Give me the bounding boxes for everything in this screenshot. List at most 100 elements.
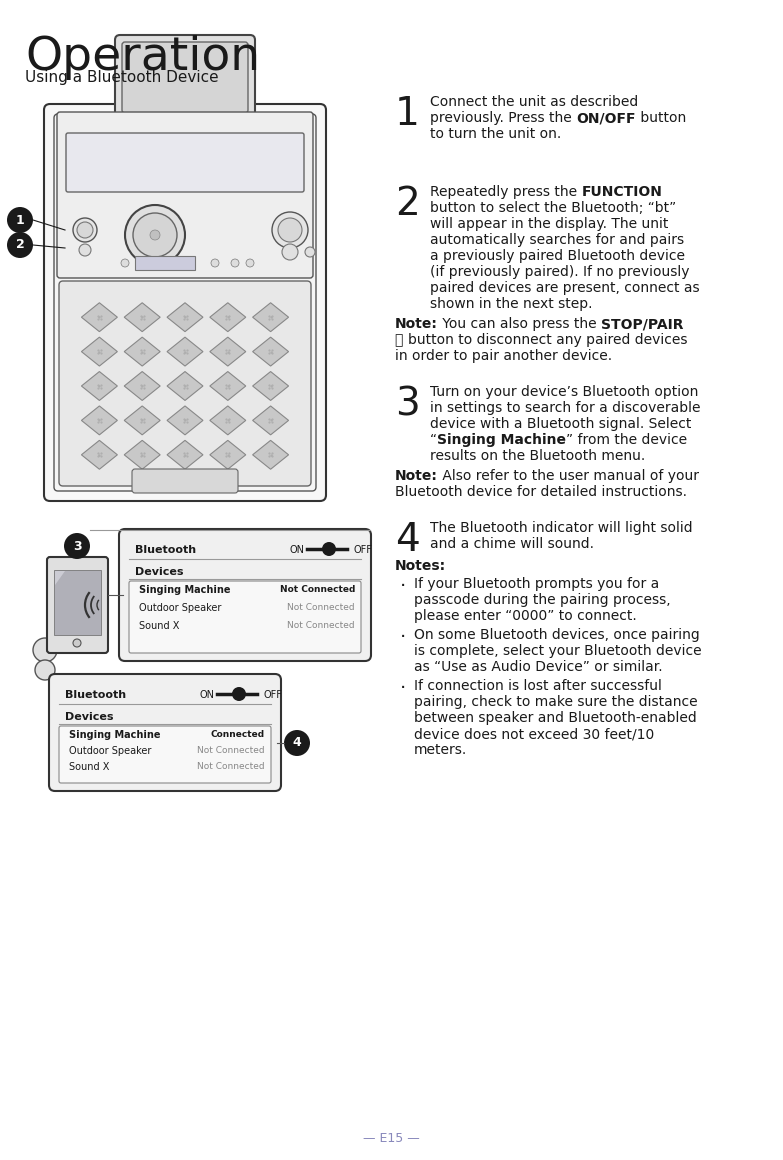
Bar xyxy=(54,570,101,635)
Text: ⓑ: ⓑ xyxy=(395,333,408,347)
Text: OFF: OFF xyxy=(263,690,282,699)
Polygon shape xyxy=(81,406,117,435)
Text: Not Connected: Not Connected xyxy=(197,746,265,755)
Text: Devices: Devices xyxy=(135,567,183,577)
FancyBboxPatch shape xyxy=(115,35,255,119)
Circle shape xyxy=(284,730,310,756)
Text: Outdoor Speaker: Outdoor Speaker xyxy=(69,746,151,756)
FancyBboxPatch shape xyxy=(49,674,281,791)
Text: Bluetooth: Bluetooth xyxy=(135,545,196,554)
Text: previously. Press the: previously. Press the xyxy=(430,111,576,125)
Polygon shape xyxy=(210,406,246,435)
Text: meters.: meters. xyxy=(414,744,467,757)
Text: as “Use as Audio Device” or similar.: as “Use as Audio Device” or similar. xyxy=(414,660,662,674)
Text: ON: ON xyxy=(290,545,305,554)
Text: ·: · xyxy=(400,679,406,698)
Text: Repeatedly press the: Repeatedly press the xyxy=(430,184,582,200)
Text: results on the Bluetooth menu.: results on the Bluetooth menu. xyxy=(430,449,645,463)
Text: Not Connected: Not Connected xyxy=(287,603,355,612)
Text: Notes:: Notes: xyxy=(395,559,446,573)
Text: 2: 2 xyxy=(395,184,420,223)
Circle shape xyxy=(73,639,81,647)
FancyBboxPatch shape xyxy=(44,104,326,501)
Polygon shape xyxy=(210,303,246,332)
Text: device with a Bluetooth signal. Select: device with a Bluetooth signal. Select xyxy=(430,416,691,432)
Circle shape xyxy=(64,532,90,559)
Text: is complete, select your Bluetooth device: is complete, select your Bluetooth devic… xyxy=(414,644,702,658)
Text: Operation: Operation xyxy=(25,35,260,80)
Bar xyxy=(135,256,195,270)
Text: Singing Machine: Singing Machine xyxy=(69,730,161,740)
Circle shape xyxy=(305,247,315,258)
Text: Turn on your device’s Bluetooth option: Turn on your device’s Bluetooth option xyxy=(430,385,698,399)
Polygon shape xyxy=(210,338,246,367)
FancyBboxPatch shape xyxy=(119,529,371,661)
FancyBboxPatch shape xyxy=(132,469,238,493)
FancyBboxPatch shape xyxy=(59,281,311,486)
Text: between speaker and Bluetooth-enabled: between speaker and Bluetooth-enabled xyxy=(414,711,697,725)
Text: passcode during the pairing process,: passcode during the pairing process, xyxy=(414,593,670,607)
Circle shape xyxy=(133,213,177,258)
Text: and a chime will sound.: and a chime will sound. xyxy=(430,537,594,551)
Polygon shape xyxy=(124,303,161,332)
Text: 3: 3 xyxy=(395,385,420,423)
Text: Bluetooth device for detailed instructions.: Bluetooth device for detailed instructio… xyxy=(395,485,687,499)
Circle shape xyxy=(125,205,185,264)
Text: ON: ON xyxy=(200,690,215,699)
Circle shape xyxy=(141,259,149,267)
Text: button: button xyxy=(636,111,686,125)
Circle shape xyxy=(278,218,302,242)
FancyBboxPatch shape xyxy=(59,726,271,783)
Polygon shape xyxy=(253,338,289,367)
Polygon shape xyxy=(124,338,161,367)
Text: button to select the Bluetooth; “bt”: button to select the Bluetooth; “bt” xyxy=(430,201,677,215)
Circle shape xyxy=(246,259,254,267)
Text: OFF: OFF xyxy=(353,545,372,554)
FancyBboxPatch shape xyxy=(129,581,361,653)
Text: ON/OFF: ON/OFF xyxy=(576,111,636,125)
Text: Not Connected: Not Connected xyxy=(280,585,355,594)
Polygon shape xyxy=(253,441,289,470)
Polygon shape xyxy=(167,441,203,470)
Text: Note:: Note: xyxy=(395,317,438,331)
Circle shape xyxy=(35,660,55,680)
FancyBboxPatch shape xyxy=(122,42,248,113)
Circle shape xyxy=(282,244,298,260)
FancyBboxPatch shape xyxy=(47,557,108,653)
Text: — E15 —: — E15 — xyxy=(363,1131,420,1145)
Polygon shape xyxy=(253,371,289,400)
Text: “: “ xyxy=(430,433,437,447)
Polygon shape xyxy=(210,371,246,400)
Text: Sound X: Sound X xyxy=(139,621,179,631)
Text: You can also press the: You can also press the xyxy=(438,317,601,331)
Text: Connect the unit as described: Connect the unit as described xyxy=(430,95,638,109)
Text: 4: 4 xyxy=(293,737,301,749)
Text: (if previously paired). If no previously: (if previously paired). If no previously xyxy=(430,264,690,280)
Text: FUNCTION: FUNCTION xyxy=(582,184,662,200)
Text: ·: · xyxy=(400,577,406,596)
Text: a previously paired Bluetooth device: a previously paired Bluetooth device xyxy=(430,249,685,263)
Text: 1: 1 xyxy=(395,95,420,133)
Polygon shape xyxy=(167,371,203,400)
Text: Not Connected: Not Connected xyxy=(197,762,265,771)
Circle shape xyxy=(322,542,336,556)
Circle shape xyxy=(150,230,160,240)
Polygon shape xyxy=(55,571,65,585)
Circle shape xyxy=(211,259,219,267)
Polygon shape xyxy=(167,303,203,332)
Polygon shape xyxy=(253,303,289,332)
Text: On some Bluetooth devices, once pairing: On some Bluetooth devices, once pairing xyxy=(414,628,700,641)
Text: Singing Machine: Singing Machine xyxy=(139,585,230,595)
Text: 1: 1 xyxy=(16,213,24,226)
Polygon shape xyxy=(124,371,161,400)
Text: 3: 3 xyxy=(73,539,81,552)
Polygon shape xyxy=(81,303,117,332)
Text: pairing, check to make sure the distance: pairing, check to make sure the distance xyxy=(414,695,698,709)
Text: The Bluetooth indicator will light solid: The Bluetooth indicator will light solid xyxy=(430,521,693,535)
Text: button to disconnect any paired devices: button to disconnect any paired devices xyxy=(408,333,687,347)
Text: to turn the unit on.: to turn the unit on. xyxy=(430,126,561,142)
Text: Also refer to the user manual of your: Also refer to the user manual of your xyxy=(438,469,699,483)
Text: ·: · xyxy=(400,628,406,647)
Circle shape xyxy=(7,206,33,233)
Text: Outdoor Speaker: Outdoor Speaker xyxy=(139,603,222,612)
